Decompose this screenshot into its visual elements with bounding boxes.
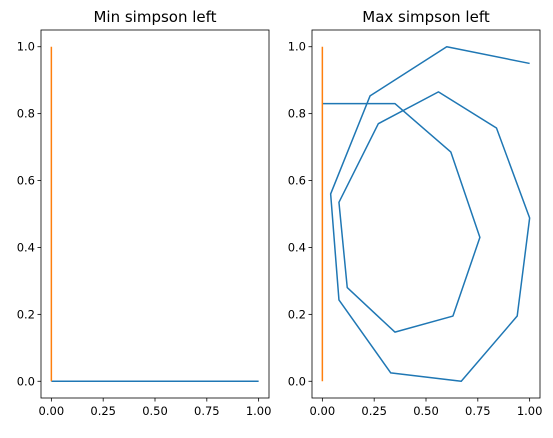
axes-frame (311, 29, 541, 399)
x-tick-label: 0.25 (361, 404, 387, 418)
chart-title: Min simpson left (93, 8, 216, 26)
y-tick-label: 1.0 (17, 40, 35, 54)
series-line-1 (322, 45, 531, 383)
x-tick-label: 1.00 (246, 404, 272, 418)
axes-frame (40, 29, 270, 399)
chart-title: Max simpson left (362, 8, 490, 26)
y-tick-label: 0.6 (17, 174, 35, 188)
subplot-2: Max simpson left 0.00 0.25 0.50 0.75 1.00 0.0 0… (288, 8, 543, 418)
y-tick-label: 0.8 (17, 107, 35, 121)
y-tick-label: 0.6 (288, 174, 306, 188)
y-tick-label: 0.2 (17, 307, 35, 321)
y-tick-label: 0.8 (288, 107, 306, 121)
x-tick-label: 0.50 (413, 404, 439, 418)
y-tick-label: 0.4 (288, 240, 306, 254)
x-tick-label: 0.50 (142, 404, 168, 418)
x-tick-label: 0.25 (90, 404, 116, 418)
x-tick-label: 1.00 (517, 404, 543, 418)
y-tick-label: 0.0 (17, 374, 35, 388)
y-tick-label: 1.0 (288, 40, 306, 54)
y-tick-label: 0.4 (17, 240, 35, 254)
x-tick-label: 0.00 (310, 404, 336, 418)
x-tick-label: 0.75 (194, 404, 220, 418)
x-tick-label: 0.75 (465, 404, 491, 418)
x-tick-label: 0.00 (39, 404, 65, 418)
y-tick-label: 0.2 (288, 307, 306, 321)
y-tick-label: 0.0 (288, 374, 306, 388)
subplot-1: Min simpson left 0.00 0.25 0.50 0.75 1.00 0.0 0… (17, 8, 272, 418)
